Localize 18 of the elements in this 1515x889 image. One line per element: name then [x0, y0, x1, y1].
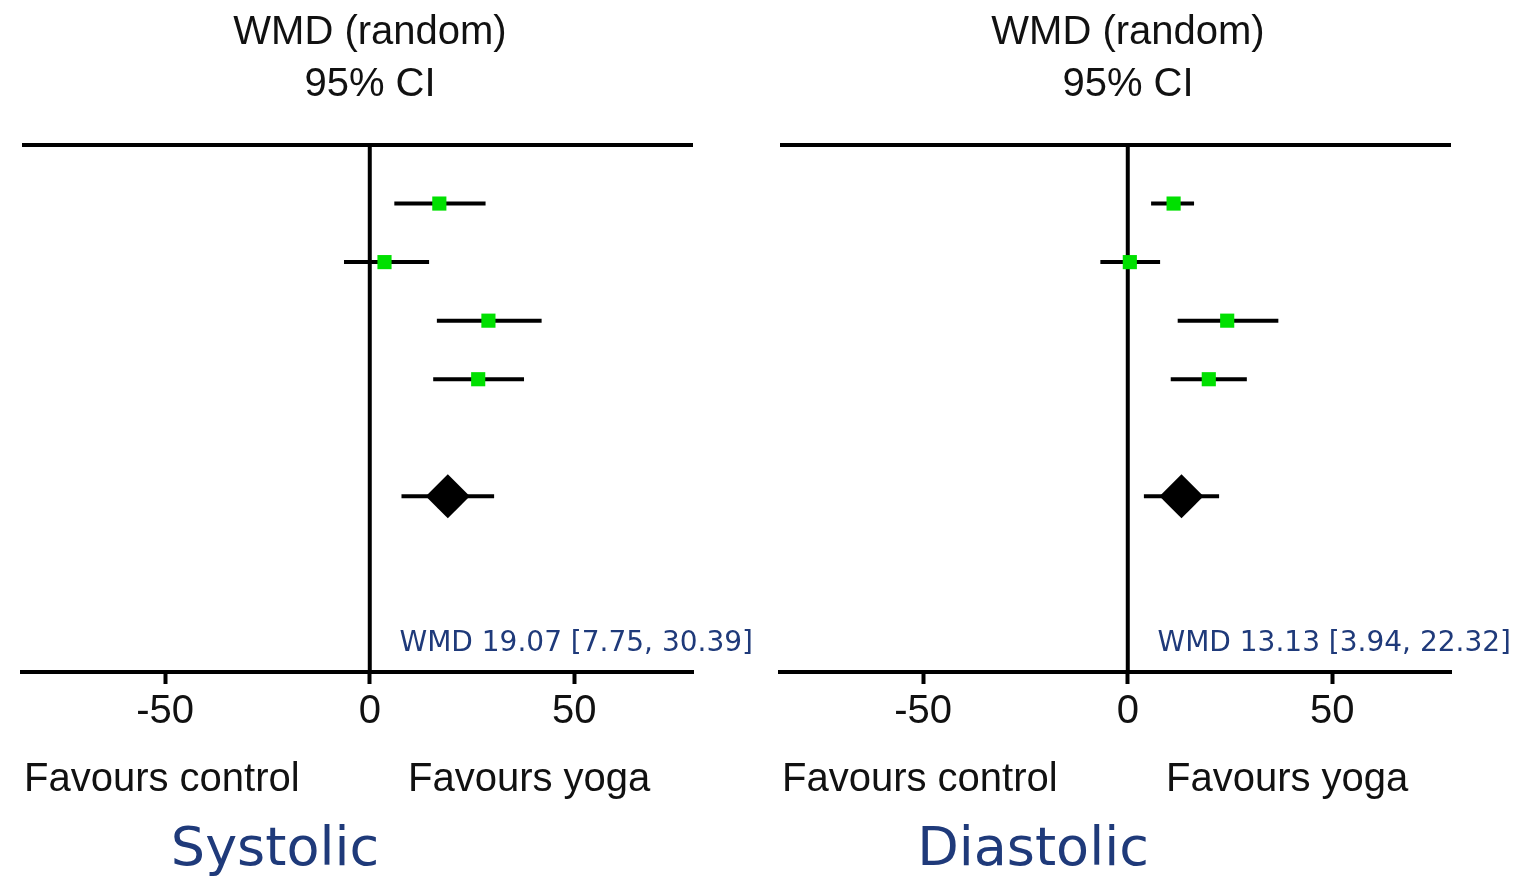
- text: Favours yoga: [1166, 755, 1409, 800]
- x-tick-label: 50: [552, 687, 597, 732]
- x-tick-label: -50: [894, 687, 953, 732]
- chart-title: WMD (random): [990, 8, 1266, 53]
- x-tick-label: 0: [1116, 687, 1139, 732]
- annotation: WMD 13.13 [3.94, 22.32]: [1157, 625, 1511, 659]
- x-axis-title: Systolic: [169, 815, 381, 878]
- text: Favours control: [24, 755, 300, 800]
- chart-title: WMD (random): [232, 8, 508, 53]
- text: Favours control: [782, 755, 1058, 800]
- annotation: WMD 19.07 [7.75, 30.39]: [399, 625, 753, 659]
- text: Favours yoga: [408, 755, 651, 800]
- x-axis-title: Diastolic: [916, 815, 1150, 878]
- x-tick-label: 0: [358, 687, 381, 732]
- x-tick-label: 50: [1310, 687, 1355, 732]
- x-tick-label: -50: [136, 687, 195, 732]
- chart-subtitle: 95% CI: [303, 60, 437, 105]
- chart-subtitle: 95% CI: [1061, 60, 1195, 105]
